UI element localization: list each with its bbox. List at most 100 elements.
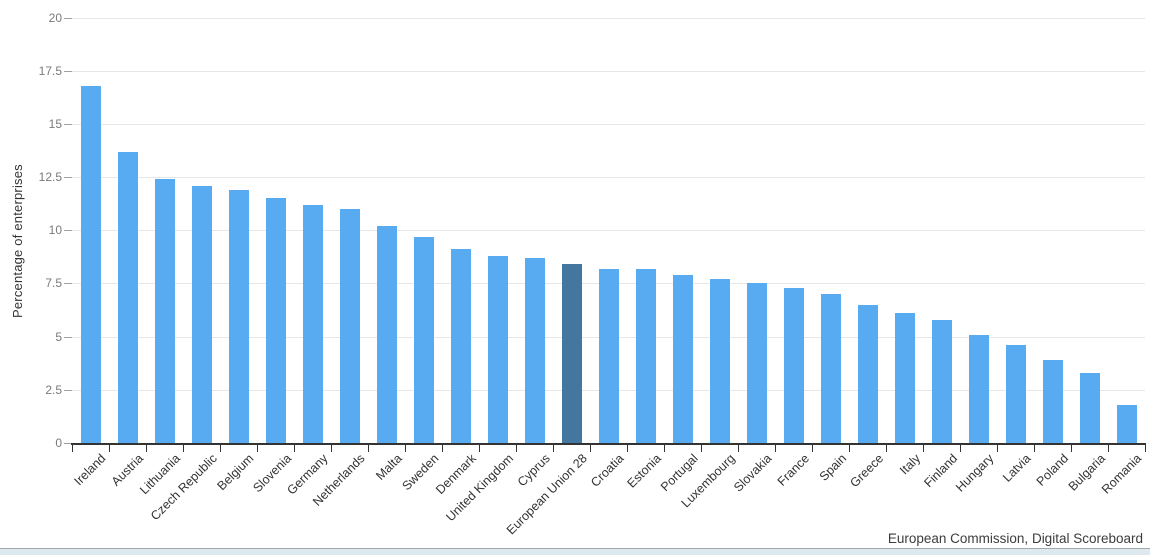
bar-finland[interactable] <box>931 320 952 443</box>
bar-estonia[interactable] <box>635 269 656 443</box>
x-axis-label: Latvia <box>1000 451 1034 485</box>
x-axis-label: Italy <box>896 451 923 478</box>
x-tick <box>516 445 517 452</box>
y-tick-label: 2.5 <box>45 383 62 397</box>
y-tick <box>64 177 72 178</box>
bar-ireland[interactable] <box>80 86 101 443</box>
x-tick <box>553 445 554 452</box>
bar-croatia[interactable] <box>598 269 619 443</box>
x-axis-label: Belgium <box>214 451 257 494</box>
x-axis-label: Greece <box>846 451 886 491</box>
x-tick <box>294 445 295 452</box>
x-tick <box>664 445 665 452</box>
x-tick <box>1071 445 1072 452</box>
x-tick <box>1034 445 1035 452</box>
bar-france[interactable] <box>783 288 804 443</box>
x-axis-label: Malta <box>373 451 405 483</box>
bar-lithuania[interactable] <box>154 179 175 443</box>
x-axis-label: France <box>774 451 812 489</box>
x-axis-label: Hungary <box>953 451 997 495</box>
bar-spain[interactable] <box>820 294 841 443</box>
gridline <box>72 124 1145 125</box>
x-tick <box>960 445 961 452</box>
x-tick <box>183 445 184 452</box>
x-tick <box>849 445 850 452</box>
bar-cyprus[interactable] <box>524 258 545 443</box>
bar-denmark[interactable] <box>450 249 471 443</box>
y-tick <box>64 18 72 19</box>
x-tick <box>331 445 332 452</box>
gridline <box>72 71 1145 72</box>
x-tick <box>1145 445 1146 452</box>
x-tick <box>442 445 443 452</box>
x-tick <box>775 445 776 452</box>
bar-european-union-28[interactable] <box>561 264 582 443</box>
y-tick-label: 12.5 <box>38 170 62 184</box>
bar-luxembourg[interactable] <box>709 279 730 443</box>
x-tick <box>738 445 739 452</box>
x-tick <box>923 445 924 452</box>
x-tick <box>257 445 258 452</box>
bar-slovakia[interactable] <box>746 283 767 443</box>
y-tick <box>64 390 72 391</box>
bar-hungary[interactable] <box>968 335 989 443</box>
source-credit[interactable]: European Commission, Digital Scoreboard <box>887 531 1143 546</box>
bar-bulgaria[interactable] <box>1079 373 1100 443</box>
bar-belgium[interactable] <box>228 190 249 443</box>
bar-greece[interactable] <box>857 305 878 443</box>
y-tick-label: 7.5 <box>45 276 62 290</box>
x-tick <box>220 445 221 452</box>
x-tick <box>590 445 591 452</box>
x-tick <box>997 445 998 452</box>
x-tick <box>72 445 73 452</box>
x-tick <box>405 445 406 452</box>
y-tick <box>64 283 72 284</box>
x-tick <box>701 445 702 452</box>
bar-united-kingdom[interactable] <box>487 256 508 443</box>
x-axis-label: Croatia <box>588 451 627 490</box>
bar-malta[interactable] <box>376 226 397 443</box>
y-tick <box>64 124 72 125</box>
y-tick <box>64 443 72 444</box>
y-tick-label: 17.5 <box>38 64 62 78</box>
x-axis-label: United Kingdom <box>442 451 516 525</box>
y-tick <box>64 337 72 338</box>
gridline <box>72 230 1145 231</box>
y-tick-label: 15 <box>48 117 62 131</box>
y-tick-label: 20 <box>48 11 62 25</box>
x-tick <box>812 445 813 452</box>
x-axis-label: Romania <box>1099 451 1145 497</box>
bar-poland[interactable] <box>1042 360 1063 443</box>
x-axis-label: Spain <box>816 451 849 484</box>
bar-latvia[interactable] <box>1005 345 1026 443</box>
x-axis-label: Ireland <box>71 451 109 489</box>
bar-italy[interactable] <box>894 313 915 443</box>
x-tick <box>368 445 369 452</box>
x-tick <box>109 445 110 452</box>
x-tick <box>1108 445 1109 452</box>
bar-slovenia[interactable] <box>265 198 286 443</box>
y-tick <box>64 230 72 231</box>
gridline <box>72 177 1145 178</box>
gridline <box>72 18 1145 19</box>
x-tick <box>146 445 147 452</box>
bar-austria[interactable] <box>117 152 138 443</box>
x-axis-label: Czech Republic <box>147 451 220 524</box>
y-tick <box>64 71 72 72</box>
bar-netherlands[interactable] <box>339 209 360 443</box>
bar-germany[interactable] <box>302 205 323 443</box>
bar-czech-republic[interactable] <box>191 186 212 443</box>
bar-sweden[interactable] <box>413 237 434 443</box>
bar-portugal[interactable] <box>672 275 693 443</box>
x-tick <box>886 445 887 452</box>
y-tick-label: 5 <box>55 330 62 344</box>
x-tick <box>627 445 628 452</box>
y-tick-label: 0 <box>55 436 62 450</box>
y-axis-title: Percentage of enterprises <box>10 164 25 318</box>
x-axis-label: Slovakia <box>731 451 775 495</box>
y-tick-label: 10 <box>48 223 62 237</box>
bottom-panel-edge <box>0 548 1150 555</box>
bar-romania[interactable] <box>1116 405 1137 443</box>
x-axis-line <box>71 443 1146 445</box>
